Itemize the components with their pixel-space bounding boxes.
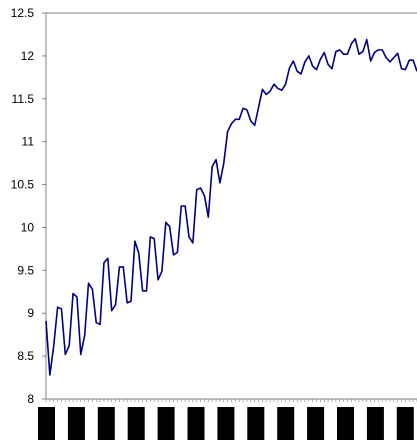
y-tick-label: 8	[27, 392, 34, 406]
y-tick-label: 11	[22, 135, 35, 149]
y-tick-label: 9	[27, 306, 34, 320]
x-category-block	[366, 407, 384, 440]
x-category-block	[396, 407, 414, 440]
x-category-block	[337, 407, 354, 440]
y-tick-label: 8.5	[17, 349, 34, 363]
y-tick-label: 12	[21, 49, 35, 63]
x-category-block	[67, 407, 85, 440]
y-axis: 8 8.5 9 9.5 10 10.5 11 11.5 12 12.5	[11, 6, 417, 406]
series-group	[45, 37, 417, 376]
x-category-block	[307, 407, 325, 440]
x-category-block	[277, 407, 295, 440]
x-category-block	[97, 407, 115, 440]
x-category-block	[187, 407, 205, 440]
y-tick-label: 12.5	[11, 6, 35, 20]
x-category-block	[217, 407, 235, 440]
y-tick-label: 11.5	[12, 92, 35, 106]
x-axis	[38, 398, 417, 440]
y-tick-label: 10	[21, 220, 35, 234]
x-category-block	[157, 407, 175, 440]
y-tick-label: 9.5	[17, 263, 34, 277]
x-category-block	[38, 407, 55, 440]
y-tick-label: 10.5	[11, 178, 35, 192]
x-category-block	[127, 407, 145, 440]
x-category-block	[247, 407, 265, 440]
series-line	[45, 37, 417, 376]
